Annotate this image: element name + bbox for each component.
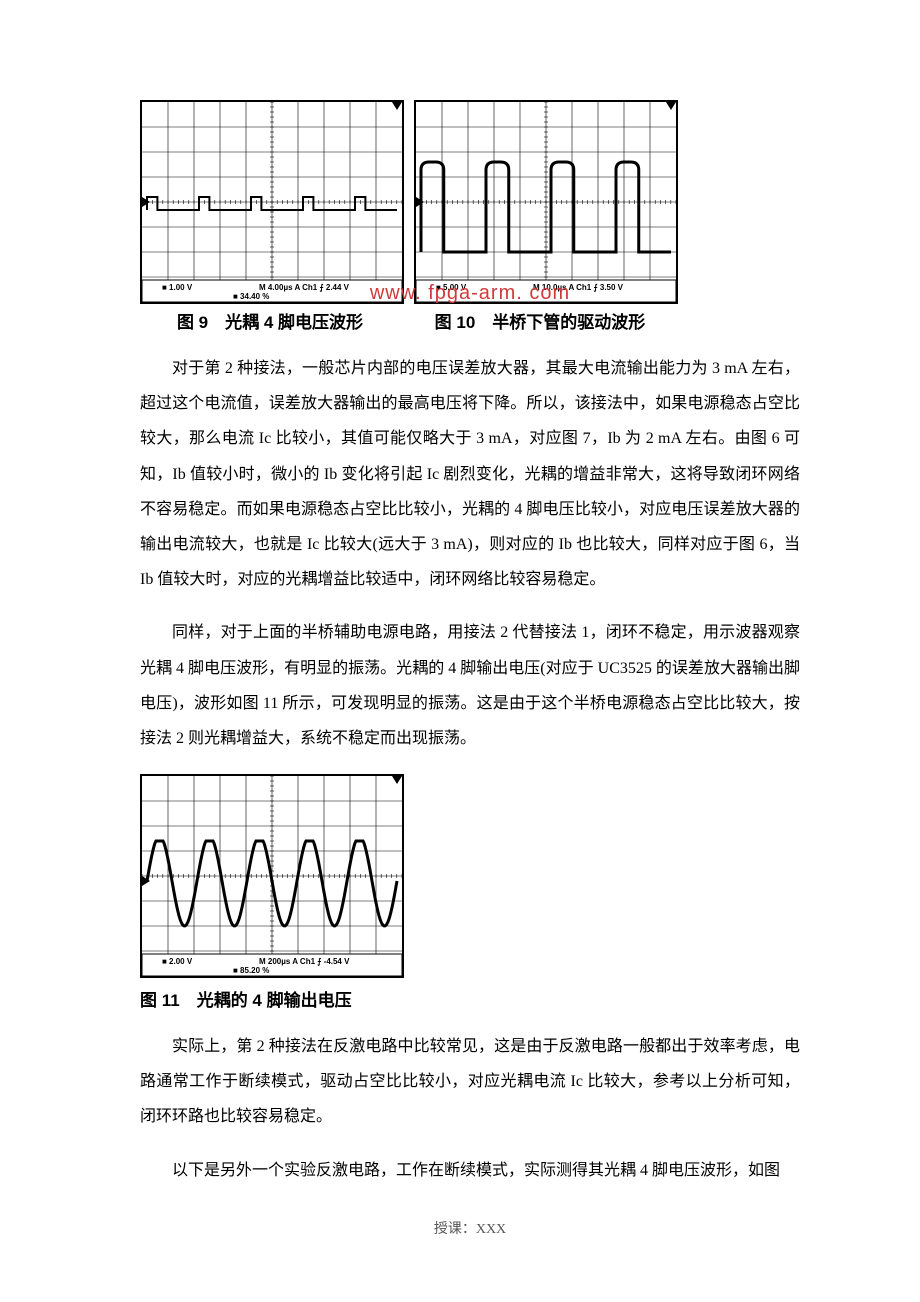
svg-text:■ 85.20 %: ■ 85.20 %	[233, 966, 269, 975]
figure-10-scope: ■ 5.00 V M 10.0µs A Ch1 ⨍ 3.50 V	[414, 100, 678, 304]
page-footer: 授课：XXX	[140, 1218, 800, 1238]
svg-text:■ 5.00 V: ■ 5.00 V	[436, 283, 467, 292]
figure-10-caption: 图 10 半桥下管的驱动波形	[410, 308, 670, 333]
figure-9-scope: ■ 1.00 V M 4.00µs A Ch1 ⨍ 2.44 V■ 34.40 %	[140, 100, 404, 304]
svg-text:M 200µs A Ch1 ⨍ -4.54 V: M 200µs A Ch1 ⨍ -4.54 V	[259, 957, 350, 966]
paragraph-3: 实际上，第 2 种接法在反激电路中比较常见，这是由于反激电路一般都出于效率考虑，…	[140, 1029, 800, 1135]
figures-9-10-block: ■ 1.00 V M 4.00µs A Ch1 ⨍ 2.44 V■ 34.40 %…	[140, 100, 800, 333]
svg-text:■ 2.00 V: ■ 2.00 V	[162, 957, 193, 966]
svg-text:■ 34.40 %: ■ 34.40 %	[233, 292, 269, 301]
svg-text:M 10.0µs A Ch1 ⨍ 3.50 V: M 10.0µs A Ch1 ⨍ 3.50 V	[533, 283, 624, 292]
svg-text:■ 1.00 V: ■ 1.00 V	[162, 283, 193, 292]
figure-11-scope: ■ 2.00 V M 200µs A Ch1 ⨍ -4.54 V■ 85.20 %	[140, 774, 404, 978]
paragraph-4: 以下是另外一个实验反激电路，工作在断续模式，实际测得其光耦 4 脚电压波形，如图	[140, 1153, 800, 1188]
paragraph-2: 同样，对于上面的半桥辅助电源电路，用接法 2 代替接法 1，闭环不稳定，用示波器…	[140, 615, 800, 756]
figure-11-block: ■ 2.00 V M 200µs A Ch1 ⨍ -4.54 V■ 85.20 %…	[140, 774, 800, 1011]
figure-9-caption: 图 9 光耦 4 脚电压波形	[140, 308, 400, 333]
svg-text:M 4.00µs A Ch1 ⨍ 2.44 V: M 4.00µs A Ch1 ⨍ 2.44 V	[259, 283, 350, 292]
figure-11-caption: 图 11 光耦的 4 脚输出电压	[140, 986, 800, 1011]
paragraph-1: 对于第 2 种接法，一般芯片内部的电压误差放大器，其最大电流输出能力为 3 mA…	[140, 351, 800, 597]
